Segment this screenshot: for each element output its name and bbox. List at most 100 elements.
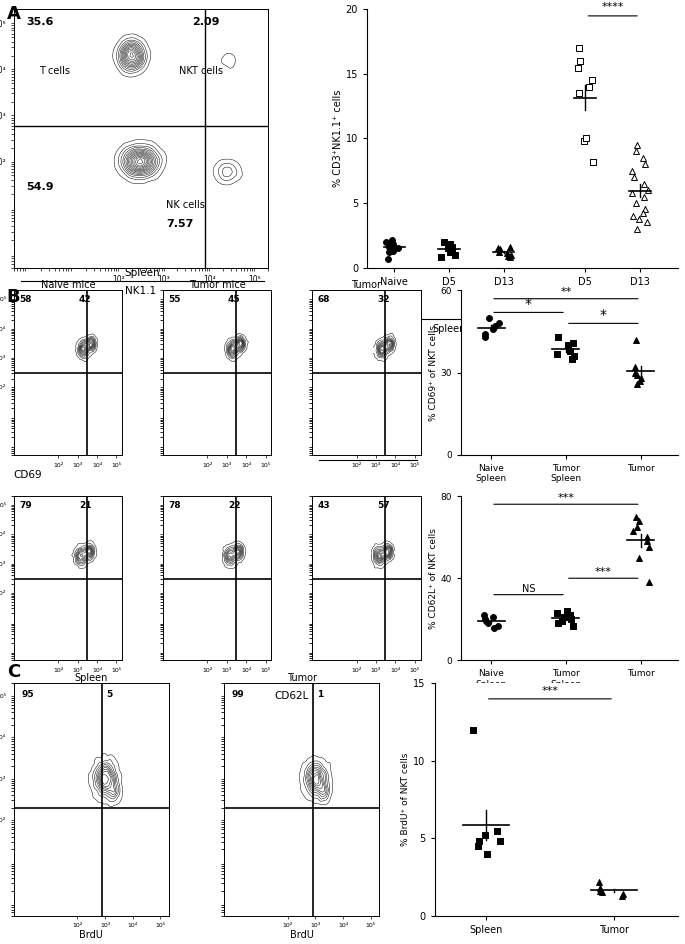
Text: 22: 22 <box>228 501 240 510</box>
Point <box>573 41 584 56</box>
Text: 42: 42 <box>79 295 91 304</box>
Point <box>386 233 397 248</box>
Text: NS: NS <box>522 583 535 594</box>
Text: 99: 99 <box>232 690 245 700</box>
Text: CD62L: CD62L <box>275 691 309 700</box>
Point <box>627 523 638 538</box>
Text: NKT cells: NKT cells <box>179 66 223 76</box>
Point <box>386 235 397 250</box>
Point <box>481 614 492 629</box>
Point <box>495 242 506 257</box>
Point <box>573 86 584 101</box>
Point <box>632 368 643 383</box>
Point <box>583 79 594 94</box>
Point <box>381 234 392 249</box>
Point <box>632 138 643 153</box>
Point <box>492 823 503 838</box>
Y-axis label: % CD62L⁺ of NKT cells: % CD62L⁺ of NKT cells <box>429 528 438 629</box>
Point <box>443 241 453 256</box>
Point <box>495 834 506 849</box>
Point <box>444 237 455 252</box>
Text: B: B <box>7 288 21 306</box>
Point <box>579 133 590 148</box>
Point <box>503 248 514 263</box>
Point <box>479 327 490 342</box>
Point <box>630 360 640 375</box>
Point <box>632 519 643 534</box>
Point <box>438 234 449 249</box>
Y-axis label: % BrdU⁺ of NKT cells: % BrdU⁺ of NKT cells <box>401 753 410 846</box>
Point <box>638 177 649 192</box>
Point <box>490 318 501 333</box>
Point <box>567 618 578 633</box>
Point <box>473 838 484 853</box>
Text: Spleen: Spleen <box>432 325 466 334</box>
Title: Spleen: Spleen <box>75 673 108 683</box>
Point <box>449 247 460 262</box>
Point <box>631 143 642 159</box>
Text: T cells: T cells <box>39 66 70 76</box>
Point <box>504 249 515 264</box>
Point <box>479 608 490 623</box>
Text: 79: 79 <box>19 501 32 510</box>
Text: 1: 1 <box>317 690 323 700</box>
Point <box>488 610 499 625</box>
Point <box>468 722 479 737</box>
Text: 32: 32 <box>377 295 390 304</box>
Point <box>638 150 649 165</box>
Y-axis label: % CD3⁺NK1.1⁺ cells: % CD3⁺NK1.1⁺ cells <box>333 90 343 187</box>
Point <box>382 251 393 266</box>
Point <box>593 874 604 889</box>
Point <box>492 618 503 633</box>
Text: ***: *** <box>541 685 558 696</box>
Point <box>597 885 608 900</box>
Point <box>558 610 569 625</box>
Point <box>586 73 597 88</box>
Point <box>641 215 652 230</box>
Text: CD69: CD69 <box>14 470 42 480</box>
Point <box>617 886 628 902</box>
Text: 54.9: 54.9 <box>27 182 54 193</box>
Point <box>639 202 650 217</box>
Point <box>634 211 645 226</box>
Point <box>447 244 458 259</box>
Point <box>505 240 516 255</box>
Point <box>566 351 577 366</box>
Point <box>580 131 591 146</box>
Title: Naive mice: Naive mice <box>40 279 95 290</box>
Point <box>573 60 584 76</box>
Point <box>393 241 403 256</box>
Point <box>561 603 572 618</box>
Point <box>388 237 399 252</box>
Point <box>552 346 563 361</box>
Point <box>627 163 638 178</box>
Point <box>636 371 647 386</box>
Point <box>384 240 395 255</box>
Point <box>447 240 458 255</box>
Text: C: C <box>7 663 20 681</box>
Point <box>628 170 639 185</box>
X-axis label: NK1.1: NK1.1 <box>125 286 156 295</box>
Point <box>479 612 490 627</box>
Point <box>479 329 490 345</box>
Point <box>595 880 606 895</box>
Text: 45: 45 <box>228 295 240 304</box>
Point <box>506 247 516 262</box>
Text: 95: 95 <box>21 690 34 700</box>
Text: **: ** <box>560 287 571 297</box>
Point <box>630 332 641 347</box>
Point <box>643 575 654 590</box>
Title: Tumor: Tumor <box>351 279 382 290</box>
Point <box>564 344 575 359</box>
Point <box>566 612 577 627</box>
Point <box>479 828 490 843</box>
X-axis label: BrdU: BrdU <box>79 930 103 939</box>
Text: Spleen: Spleen <box>125 268 160 278</box>
Point <box>482 615 493 631</box>
Point <box>494 316 505 331</box>
Text: 57: 57 <box>377 501 390 510</box>
Text: 43: 43 <box>317 501 330 510</box>
Title: Tumor: Tumor <box>286 673 316 683</box>
Point <box>634 514 645 529</box>
Text: NK cells: NK cells <box>166 200 205 211</box>
